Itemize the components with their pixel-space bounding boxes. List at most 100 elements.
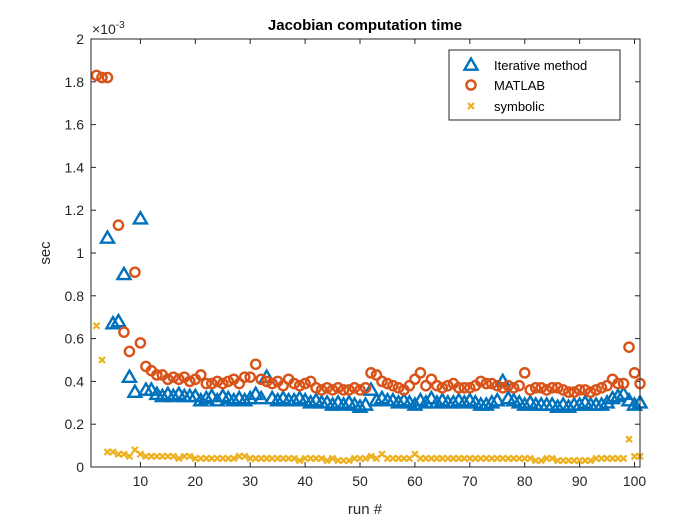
data-point-triangle (203, 387, 221, 403)
y-tick-label: 0.8 (65, 288, 85, 304)
x-tick-label: 20 (188, 473, 204, 489)
data-point-circle (474, 375, 487, 388)
data-point-triangle (356, 396, 375, 411)
data-point-circle (112, 219, 125, 231)
data-points (90, 69, 649, 465)
data-point-triangle (115, 265, 133, 281)
data-point-circle (365, 367, 377, 379)
x-tick-label: 100 (623, 473, 647, 489)
data-point-triangle (186, 387, 204, 403)
data-point-circle (337, 384, 350, 396)
legend-box (448, 49, 621, 121)
data-point-circle (431, 379, 443, 392)
data-point-circle (151, 369, 163, 381)
data-point-triangle (323, 396, 342, 411)
data-point-triangle (98, 229, 117, 244)
data-point-x (625, 435, 633, 443)
data-point-circle (249, 358, 262, 371)
data-point-x (345, 456, 353, 465)
y-tick-labels: 0 0.2 0.4 0.6 0.8 1 1.2 1.4 1.6 1.8 2 (65, 31, 85, 475)
y-tick-label: 0.2 (65, 416, 85, 432)
data-point-triangle (120, 368, 139, 383)
chart-title: Jacobian computation time (268, 17, 462, 34)
data-point-circle (216, 377, 229, 390)
data-point-circle (595, 382, 608, 394)
data-point-triangle (269, 391, 287, 407)
data-point-x (92, 321, 101, 330)
data-point-circle (96, 71, 108, 84)
y-exponent-power: -3 (116, 20, 125, 31)
data-point-triangle (571, 396, 589, 411)
x-tick-label: 70 (462, 473, 478, 489)
legend-marker-circle (465, 79, 477, 91)
legend-marker-triangle (462, 56, 480, 71)
data-point-circle (293, 379, 306, 392)
data-point-circle (485, 377, 498, 390)
y-tick-label: 2 (76, 31, 84, 47)
data-point-circle (529, 382, 542, 394)
data-point-triangle (153, 387, 171, 403)
data-point-circle (238, 371, 251, 383)
data-point-circle (326, 384, 339, 396)
data-point-circle (205, 377, 218, 390)
data-point-circle (222, 375, 235, 388)
data-point-circle (584, 386, 597, 398)
data-point-triangle (109, 312, 128, 328)
data-point-circle (551, 382, 564, 394)
y-tick-label: 0.6 (65, 331, 85, 347)
data-point-x (537, 456, 545, 465)
legend-markers (462, 56, 480, 110)
data-point-x (136, 450, 145, 458)
data-point-circle (442, 379, 454, 392)
data-point-circle (354, 384, 366, 396)
data-point-circle (617, 377, 630, 390)
data-point-x (125, 452, 134, 461)
data-point-circle (573, 384, 586, 396)
data-point-x (361, 454, 370, 463)
data-point-triangle (620, 391, 638, 407)
data-point-triangle (241, 389, 259, 405)
data-point-circle (507, 382, 520, 394)
data-point-x (328, 454, 337, 463)
data-point-circle (288, 377, 300, 390)
x-tick-label: 60 (407, 473, 423, 489)
data-point-circle (194, 369, 207, 381)
y-tick-label: 0.4 (65, 373, 85, 389)
data-point-circle (562, 386, 575, 398)
x-tick-label: 10 (133, 473, 149, 489)
data-point-circle (266, 377, 278, 390)
data-point-circle (359, 382, 372, 394)
data-point-circle (513, 379, 526, 392)
data-point-circle (321, 382, 333, 394)
y-exponent-base: ×10 (92, 21, 116, 37)
data-point-triangle (417, 393, 435, 409)
data-point-x (526, 454, 534, 463)
data-point-x (98, 356, 106, 364)
data-point-triangle (164, 387, 182, 403)
data-point-x (186, 452, 194, 461)
data-point-triangle (197, 389, 215, 405)
data-point-x (169, 452, 178, 461)
data-point-triangle (389, 393, 408, 409)
data-point-circle (557, 384, 569, 396)
data-point-circle (392, 382, 405, 394)
data-point-circle (123, 345, 136, 358)
data-point-x (367, 452, 375, 461)
series-x (92, 321, 644, 465)
data-point-circle (458, 382, 471, 394)
legend-label-iterative: Iterative method (494, 58, 587, 73)
data-point-x (586, 456, 595, 465)
data-point-triangle (609, 387, 627, 403)
data-point-triangle (104, 314, 122, 330)
data-point-triangle (334, 396, 353, 411)
data-point-triangle (455, 393, 473, 409)
data-point-triangle (444, 393, 462, 409)
data-point-circle (260, 375, 273, 388)
data-point-circle (343, 384, 355, 396)
y-tick-label: 0 (76, 459, 84, 475)
legend-marker-x (467, 102, 475, 110)
data-point-triangle (614, 385, 633, 401)
data-point-circle (491, 379, 504, 392)
data-point-triangle (285, 391, 303, 407)
data-point-circle (524, 384, 537, 396)
